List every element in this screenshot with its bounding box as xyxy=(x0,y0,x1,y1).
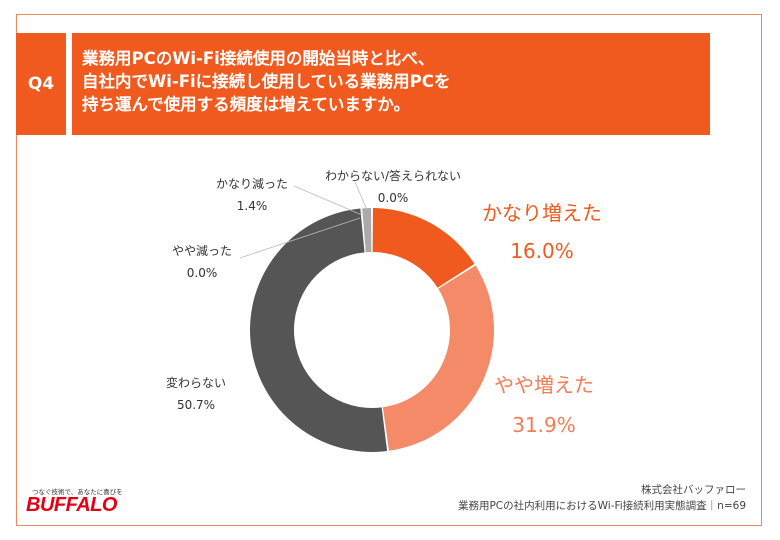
leader-line-wakaranai xyxy=(354,181,368,211)
leader-line-kanari-hetta xyxy=(293,185,363,216)
slice-name-kanari-fueta: かなり増えた xyxy=(482,201,602,225)
question-banner: 業務用PCのWi-Fi接続使用の開始当時と比べ、 自社内でWi-Fiに接続し使用… xyxy=(72,33,710,135)
donut-slice-kanari-hetta xyxy=(362,208,372,253)
slice-value-kanari-fueta: 16.0% xyxy=(510,239,574,263)
donut-slice-yaya-fueta xyxy=(382,265,494,451)
donut-slice-kanari-fueta xyxy=(372,208,475,288)
logo-tagline: つなぐ技術で、あなたに喜びを xyxy=(32,488,123,496)
label-kanari-hetta: かなり減った 1.4% xyxy=(204,173,300,217)
label-kanari-fueta: かなり増えた 16.0% xyxy=(472,194,612,270)
slice-value-kanari-hetta: 1.4% xyxy=(236,199,268,213)
footer-credit: 株式会社バッファロー 業務用PCの社内利用におけるWi-Fi接続利用実態調査｜n… xyxy=(458,482,746,514)
footer-survey: 業務用PCの社内利用におけるWi-Fi接続利用実態調査｜n=69 xyxy=(457,500,746,512)
slice-value-kawaranai: 50.7% xyxy=(176,398,216,412)
label-yaya-hetta: やや減った 0.0% xyxy=(166,240,238,284)
question-line-2: 自社内でWi-Fiに接続し使用している業務用PCを xyxy=(82,72,451,91)
panel-frame xyxy=(16,14,762,526)
question-line-1: 業務用PCのWi-Fi接続使用の開始当時と比べ、 xyxy=(82,49,435,68)
slice-value-yaya-fueta: 31.9% xyxy=(512,413,576,437)
slice-value-yaya-hetta: 0.0% xyxy=(186,266,218,280)
label-wakaranai: わからない/答えられない 0.0% xyxy=(306,165,480,209)
label-yaya-fueta: やや増えた 31.9% xyxy=(474,365,614,445)
slice-name-kawaranai: 変わらない xyxy=(165,376,226,390)
footer-company: 株式会社バッファロー xyxy=(641,484,746,496)
question-badge: Q4 xyxy=(16,33,66,135)
leader-line-yaya-hetta xyxy=(239,217,361,259)
slice-name-wakaranai: わからない/答えられない xyxy=(324,169,462,183)
buffalo-logo: BUFFALO xyxy=(26,494,117,516)
slice-value-wakaranai: 0.0% xyxy=(377,191,409,205)
slice-name-yaya-hetta: やや減った xyxy=(171,244,232,258)
donut-slice-kawaranai xyxy=(249,208,388,453)
question-number: Q4 xyxy=(27,74,55,94)
question-line-3: 持ち運んで使用する頻度は増えていますか。 xyxy=(82,95,411,114)
slice-name-kanari-hetta: かなり減った xyxy=(215,177,288,191)
label-kawaranai: 変わらない 50.7% xyxy=(156,372,236,416)
slice-name-yaya-fueta: やや増えた xyxy=(494,373,594,397)
